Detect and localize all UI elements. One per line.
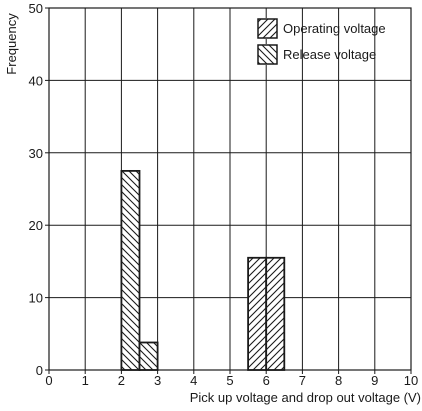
y-tick-label: 40 (29, 73, 43, 88)
legend-label: Release voltage (283, 47, 376, 62)
legend-label: Operating voltage (283, 21, 386, 36)
x-axis-label: Pick up voltage and drop out voltage (V) (190, 390, 421, 405)
y-tick-label: 10 (29, 291, 43, 306)
x-tick-label: 6 (263, 373, 270, 388)
histogram-bar (266, 258, 284, 370)
x-tick-label: 4 (190, 373, 197, 388)
x-tick-label: 9 (371, 373, 378, 388)
y-tick-label: 50 (29, 1, 43, 16)
x-tick-label: 5 (226, 373, 233, 388)
legend-swatch (258, 19, 277, 38)
x-tick-label: 8 (335, 373, 342, 388)
y-tick-label: 20 (29, 218, 43, 233)
x-tick-label: 2 (118, 373, 125, 388)
histogram-bar (248, 258, 266, 370)
histogram-bar (140, 342, 158, 370)
x-tick-label: 1 (82, 373, 89, 388)
legend: Operating voltage Release voltage (257, 18, 386, 65)
y-tick-label: 0 (36, 363, 43, 378)
x-tick-label: 10 (404, 373, 418, 388)
bars-group (121, 171, 284, 370)
y-axis-label: Frequency (4, 13, 19, 75)
x-tick-label: 7 (299, 373, 306, 388)
y-tick-label: 30 (29, 146, 43, 161)
histogram-bar (121, 171, 139, 370)
x-tick-label: 0 (45, 373, 52, 388)
grid-lines (49, 8, 411, 370)
legend-swatch (258, 45, 277, 64)
x-tick-label: 3 (154, 373, 161, 388)
